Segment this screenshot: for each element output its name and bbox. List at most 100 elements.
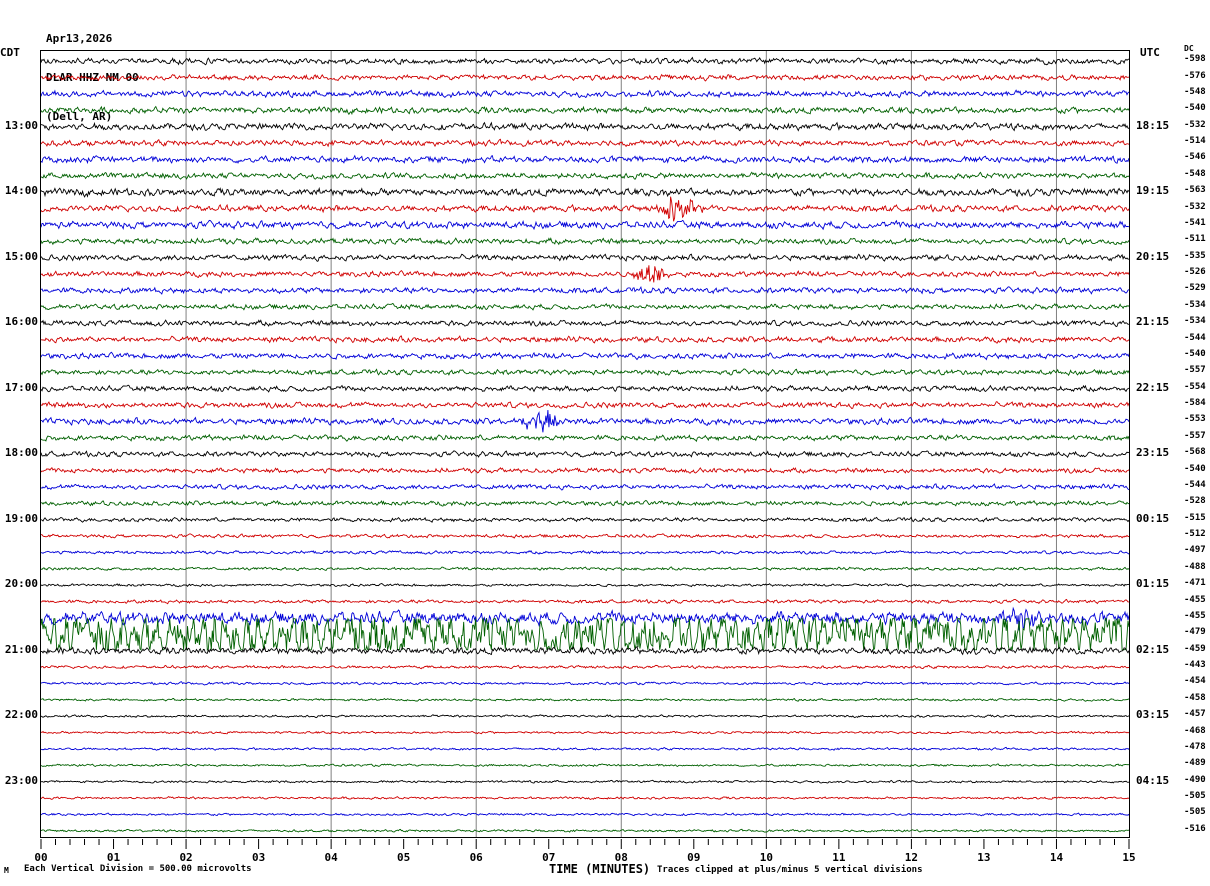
trace-line	[41, 697, 1129, 702]
x-axis-title: TIME (MINUTES)	[549, 862, 651, 876]
dc-value-label: -512	[1184, 529, 1206, 540]
x-tick-label: 12	[904, 851, 919, 864]
trace-canvas	[41, 51, 1129, 837]
x-tick-label: 03	[251, 851, 266, 864]
dc-value-label: -535	[1184, 250, 1206, 261]
dc-value-label: -541	[1184, 217, 1206, 228]
cdt-time-label: 18:00	[4, 446, 38, 460]
trace-line	[41, 499, 1129, 507]
x-tick-label: 06	[469, 851, 483, 864]
x-tick-label: 02	[179, 851, 193, 864]
dc-value-label: -529	[1184, 283, 1206, 294]
scale-note: Each Vertical Division = 500.00 microvol…	[24, 864, 252, 874]
dc-value-label: -598	[1184, 54, 1206, 65]
trace-line	[41, 746, 1129, 751]
trace-line	[41, 598, 1129, 605]
cdt-time-label: 13:00	[4, 118, 38, 132]
helicorder-plot[interactable]	[40, 50, 1130, 838]
trace-line	[41, 533, 1129, 539]
trace-line	[41, 121, 1129, 132]
x-tick-label: 10	[759, 851, 773, 864]
dc-value-label: -455	[1184, 594, 1206, 605]
dc-value-label: -505	[1184, 791, 1206, 802]
utc-time-label: 00:15	[1136, 511, 1170, 525]
cdt-time-label: 21:00	[4, 642, 38, 656]
dc-value-label: -576	[1184, 70, 1206, 81]
trace-line	[41, 483, 1129, 491]
trace-line	[41, 154, 1129, 165]
dc-value-label: -544	[1184, 332, 1206, 343]
utc-time-label: 19:15	[1136, 184, 1170, 198]
trace-line	[41, 351, 1129, 361]
trace-line	[41, 302, 1129, 311]
x-tick-label: 01	[106, 851, 121, 864]
dc-value-label: -534	[1184, 299, 1206, 310]
x-tick-label: 07	[542, 851, 556, 864]
trace-line	[41, 433, 1129, 443]
dc-value-label: -557	[1184, 365, 1206, 376]
trace-line	[41, 828, 1129, 833]
dc-value-label: -553	[1184, 414, 1206, 425]
cdt-time-label: 23:00	[4, 773, 38, 787]
trace-line	[41, 105, 1129, 116]
dc-value-label: -557	[1184, 430, 1206, 441]
trace-line	[41, 681, 1129, 686]
x-tick-label: 05	[397, 851, 411, 864]
trace-line	[41, 265, 1129, 283]
cdt-time-label: 14:00	[4, 184, 38, 198]
trace-line	[41, 450, 1129, 459]
left-axis-label: CDT	[0, 46, 20, 59]
x-tick-label: 14	[1049, 851, 1064, 864]
x-axis-ticks	[40, 839, 1130, 849]
header-block: Apr13,2026 DLAR HHZ NM 00 (Dell, AR)	[46, 6, 139, 149]
x-tick-label: 13	[977, 851, 991, 864]
trace-line	[41, 401, 1129, 410]
cdt-time-label: 19:00	[4, 511, 38, 525]
dc-value-label: -497	[1184, 545, 1206, 556]
trace-line	[41, 516, 1129, 523]
dc-value-label: -532	[1184, 201, 1206, 212]
trace-line	[41, 763, 1129, 768]
utc-time-label: 01:15	[1136, 577, 1170, 591]
dc-value-label: -568	[1184, 447, 1206, 458]
utc-time-label: 21:15	[1136, 315, 1170, 329]
trace-line	[41, 779, 1129, 784]
dc-value-label: -459	[1184, 643, 1206, 654]
dc-value-label: -554	[1184, 381, 1206, 392]
x-tick-label: 09	[687, 851, 701, 864]
cdt-time-label: 20:00	[4, 577, 38, 591]
dc-value-label: -548	[1184, 168, 1206, 179]
dc-value-label: -468	[1184, 725, 1206, 736]
trace-line	[41, 664, 1129, 670]
dc-value-label: -514	[1184, 136, 1206, 147]
cdt-time-label: 15:00	[4, 249, 38, 263]
utc-time-label: 03:15	[1136, 708, 1170, 722]
trace-line	[41, 286, 1129, 295]
trace-line	[41, 89, 1129, 99]
dc-value-label: -548	[1184, 86, 1206, 97]
trace-line	[41, 606, 1129, 631]
trace-line	[41, 73, 1129, 82]
dc-value-label: -479	[1184, 627, 1206, 638]
dc-value-label: -457	[1184, 709, 1206, 720]
trace-line	[41, 796, 1129, 801]
x-tick-label: 11	[832, 851, 846, 864]
dc-value-label: -511	[1184, 234, 1206, 245]
trace-line	[41, 384, 1129, 393]
x-tick-label: 08	[614, 851, 628, 864]
dc-value-label: -540	[1184, 348, 1206, 359]
dc-value-label: -544	[1184, 479, 1206, 490]
x-tick-label: 04	[324, 851, 338, 864]
trace-line	[41, 812, 1129, 817]
dc-value-label: -478	[1184, 741, 1206, 752]
x-tick-label: 00	[34, 851, 48, 864]
dc-value-label: -489	[1184, 758, 1206, 769]
trace-line	[41, 368, 1129, 377]
trace-line	[41, 645, 1129, 656]
dc-value-label: -528	[1184, 496, 1206, 507]
dc-value-label: -526	[1184, 267, 1206, 278]
trace-line	[41, 549, 1129, 555]
trace-line	[41, 714, 1129, 719]
cdt-time-label: 22:00	[4, 708, 38, 722]
